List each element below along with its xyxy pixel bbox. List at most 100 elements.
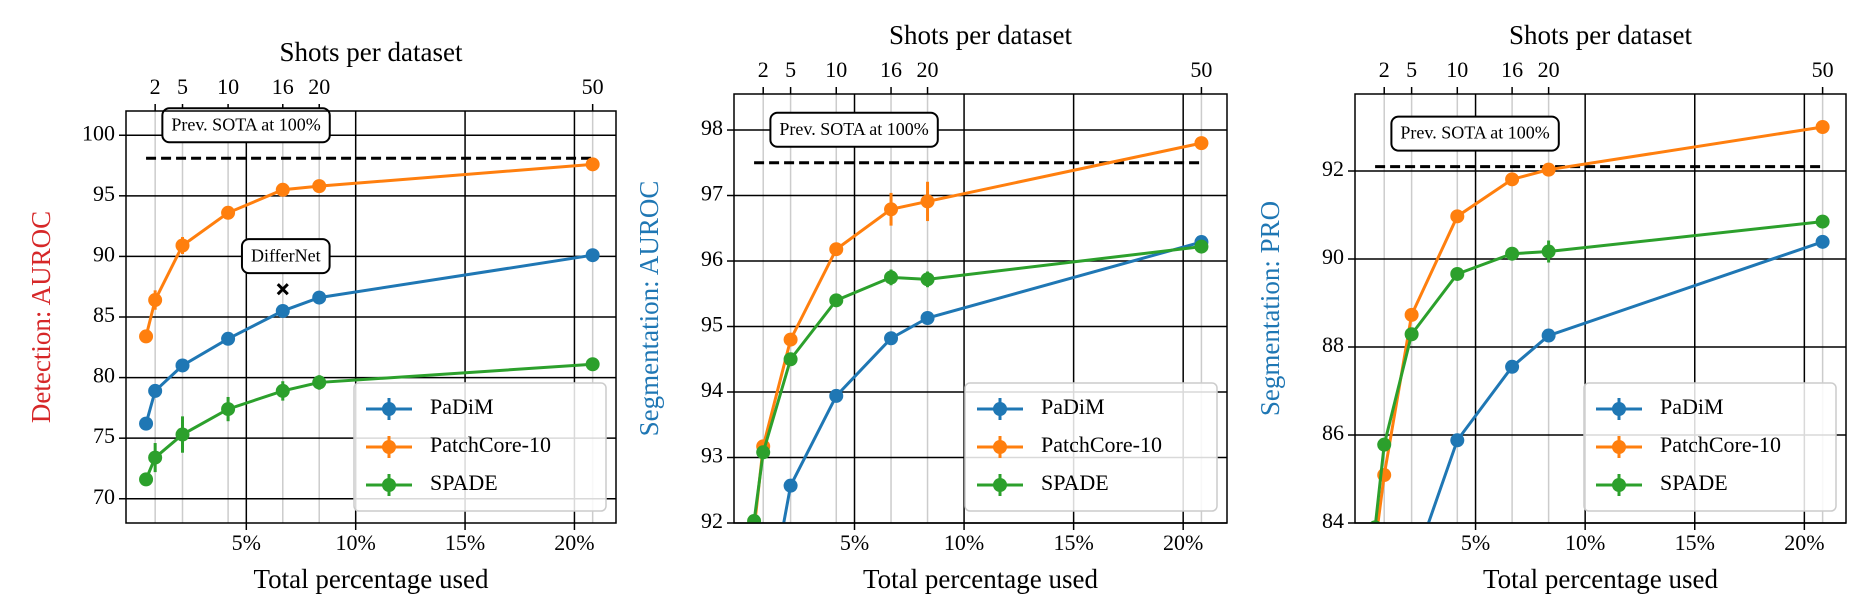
x-tick-label: 5% <box>840 530 869 555</box>
y-tick-label: 75 <box>93 423 115 448</box>
marker <box>139 416 154 431</box>
marker <box>312 179 327 194</box>
legend-swatch-marker <box>1612 478 1626 492</box>
marker <box>148 293 163 308</box>
x-tick-label: 20% <box>554 530 594 555</box>
legend-frame <box>353 382 607 512</box>
x-axis-label: Total percentage used <box>254 564 489 594</box>
marker <box>175 427 190 442</box>
y-tick-label: 97 <box>701 181 723 206</box>
annotation-marker <box>276 283 289 296</box>
plot-marks <box>139 157 600 487</box>
marker <box>1377 437 1392 452</box>
y-tick-label: 96 <box>701 246 723 271</box>
y-tick-label: 80 <box>93 363 115 388</box>
x2-tick-label: 5 <box>177 74 188 99</box>
legend-label: SPADE <box>1041 470 1109 495</box>
y-tick-label: 92 <box>701 508 723 533</box>
y-tick-label: 94 <box>701 377 723 402</box>
marker <box>920 194 935 209</box>
marker <box>829 242 844 257</box>
marker <box>829 388 844 403</box>
marker <box>585 248 600 263</box>
marker <box>884 202 899 217</box>
legend-label: PatchCore-10 <box>1660 432 1781 457</box>
legend-label: PatchCore-10 <box>1041 432 1162 457</box>
x-tick-label: 5% <box>232 530 261 555</box>
marker <box>1541 328 1556 343</box>
y-axis-label: Detection: AUROC <box>26 211 56 423</box>
x2-tick-label: 50 <box>1190 57 1212 82</box>
y-tick-label: 95 <box>93 181 115 206</box>
marker <box>783 352 798 367</box>
x-tick-label: 10% <box>1565 530 1605 555</box>
marker <box>585 157 600 172</box>
plot-marks <box>747 136 1209 523</box>
marker <box>221 205 236 220</box>
marker <box>1194 239 1209 254</box>
x-tick-label: 15% <box>1675 530 1715 555</box>
x2-tick-label: 20 <box>308 74 330 99</box>
marker <box>1194 136 1209 151</box>
axes-frame <box>1354 93 1847 524</box>
x2-tick-label: 5 <box>785 57 796 82</box>
x-tick-label: 15% <box>445 530 485 555</box>
y-tick-label: 92 <box>1322 156 1344 181</box>
y-tick-label: 70 <box>93 484 115 509</box>
legend-label: PaDiM <box>430 394 494 419</box>
marker <box>221 402 236 417</box>
x2-tick-label: 10 <box>217 74 239 99</box>
reference-box <box>1390 115 1560 152</box>
marker <box>1541 162 1556 177</box>
legend-swatch-marker <box>1612 440 1626 454</box>
marker <box>1450 209 1465 224</box>
marker <box>1815 214 1830 229</box>
x2-tick-label: 10 <box>825 57 847 82</box>
marker <box>312 375 327 390</box>
marker <box>756 445 771 460</box>
x2-tick-label: 2 <box>150 74 161 99</box>
legend-label: SPADE <box>1660 470 1728 495</box>
x2-tick-label: 16 <box>1501 57 1523 82</box>
legend-swatch-marker <box>993 402 1007 416</box>
legend-swatch-marker <box>1612 402 1626 416</box>
marker <box>884 331 899 346</box>
marker <box>747 514 762 523</box>
legend-frame <box>964 382 1218 512</box>
panel: 2 5 10 16 20 50 5% 10% 15% 20% 70 75 80 85 90 95 100 Prev… <box>26 37 617 594</box>
x2-axis-label: Shots per dataset <box>280 37 463 67</box>
legend-label: SPADE <box>430 470 498 495</box>
annotation-box <box>240 238 331 275</box>
marker <box>1505 359 1520 374</box>
x-tick-label: 5% <box>1461 530 1490 555</box>
x2-tick-label: 16 <box>272 74 294 99</box>
reference-box <box>161 107 331 144</box>
x2-axis-label: Shots per dataset <box>889 20 1072 50</box>
marker <box>1505 172 1520 187</box>
reference-box <box>769 111 939 148</box>
panel: 2 5 10 16 20 50 5% 10% 15% 20% 84 86 88 90 92 Prev. SOT… <box>1255 20 1847 594</box>
marker <box>221 331 236 346</box>
marker <box>920 272 935 287</box>
reference-label: Prev. SOTA at 100% <box>779 119 928 139</box>
plot-marks <box>1369 120 1830 578</box>
marker <box>1450 433 1465 448</box>
x2-tick-label: 5 <box>1406 57 1417 82</box>
legend-swatch-marker <box>382 402 396 416</box>
annotation-label: DifferNet <box>251 245 321 265</box>
y-tick-label: 90 <box>1322 244 1344 269</box>
marker <box>275 383 290 398</box>
x-axis-label: Total percentage used <box>863 564 1098 594</box>
marker <box>1405 564 1419 578</box>
axes-frame <box>125 110 617 524</box>
y-tick-label: 98 <box>701 115 723 140</box>
marker <box>783 478 798 493</box>
marker <box>175 238 190 253</box>
marker <box>139 472 154 487</box>
y-tick-label: 93 <box>701 443 723 468</box>
marker <box>751 522 757 523</box>
marker <box>175 358 190 373</box>
x2-tick-label: 16 <box>880 57 902 82</box>
marker <box>783 332 798 347</box>
